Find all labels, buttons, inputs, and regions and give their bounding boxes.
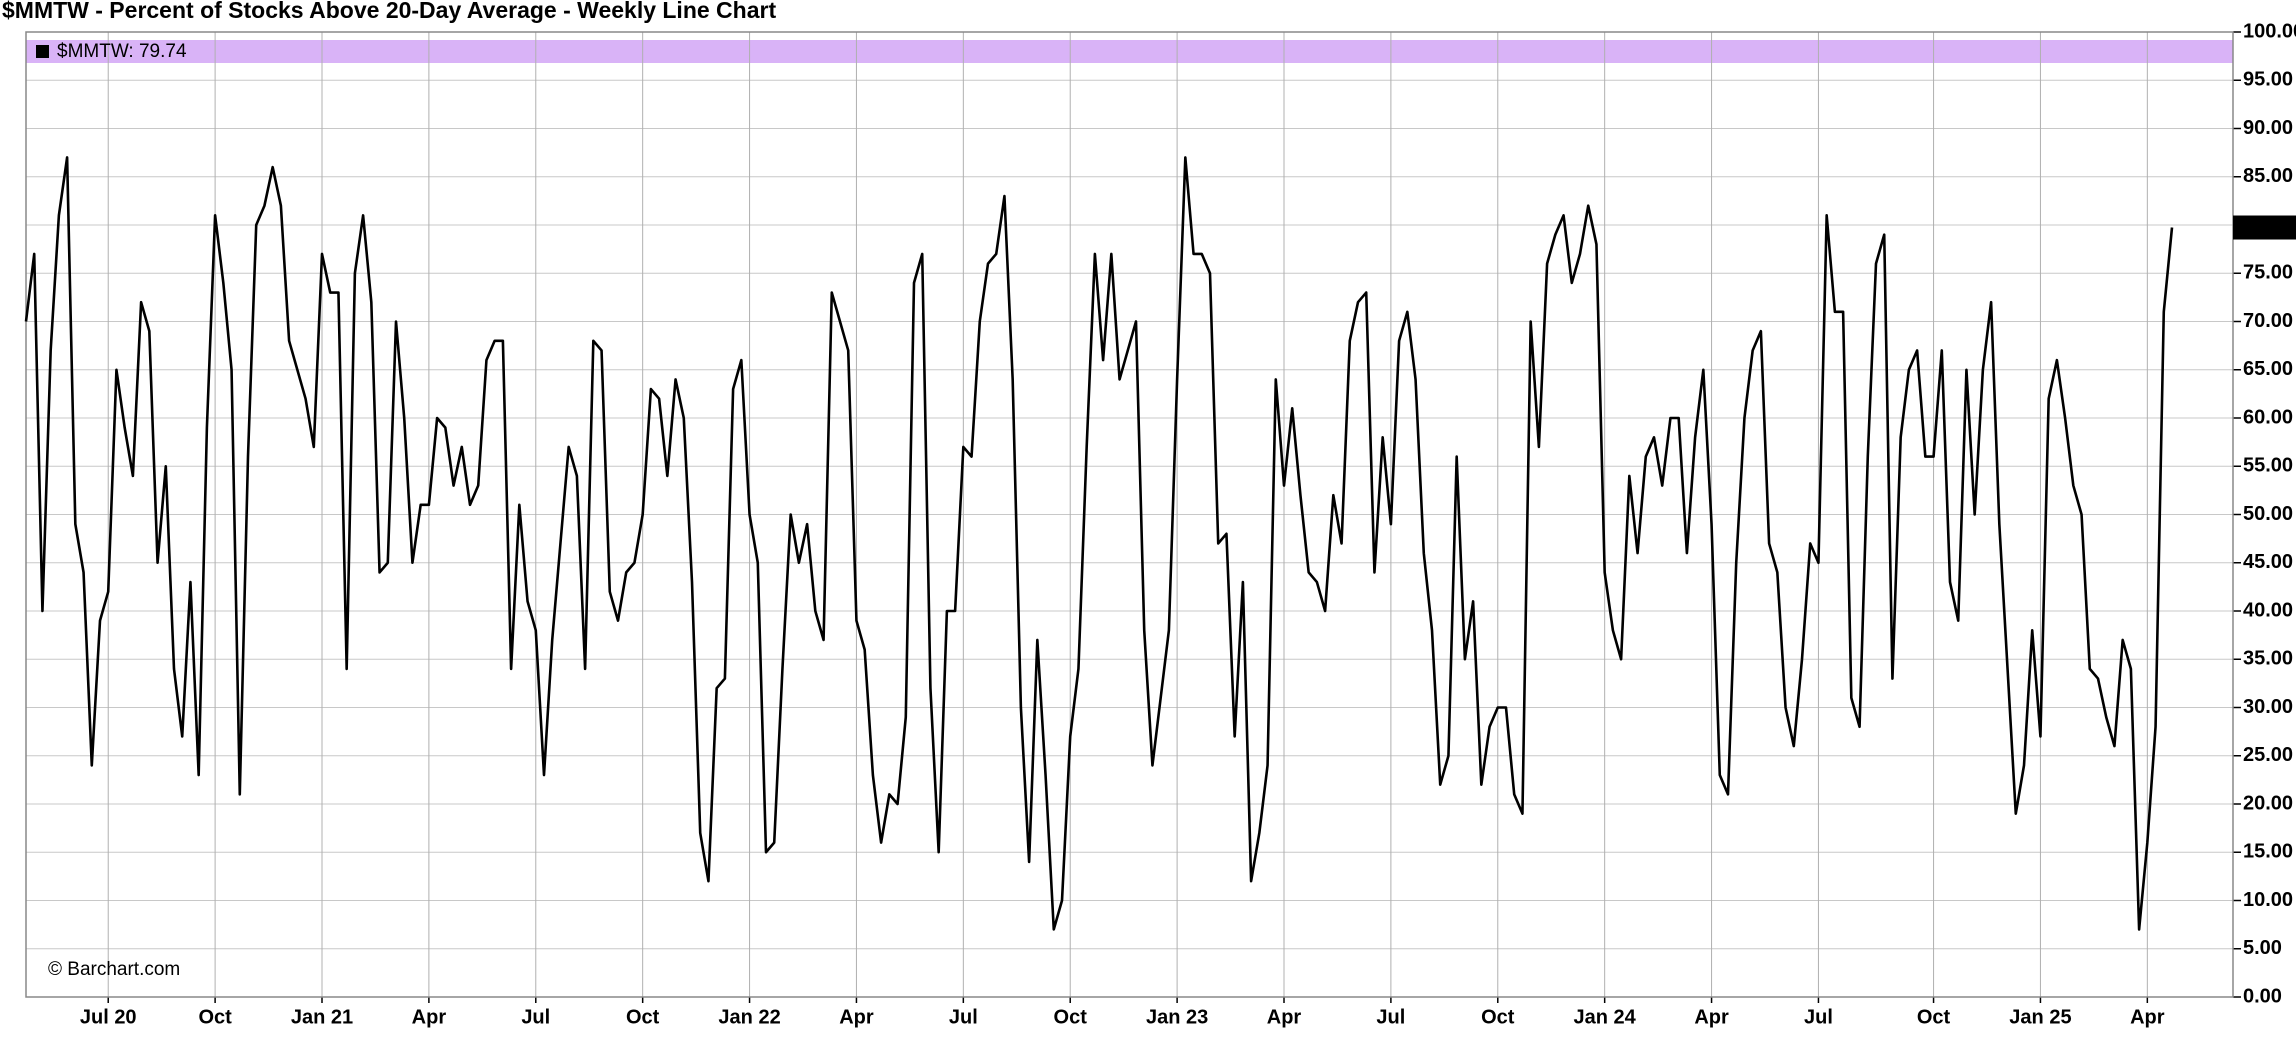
y-tick-label: 5.00 — [2243, 937, 2282, 959]
x-tick-label: Jan 21 — [291, 1006, 353, 1028]
y-tick-label: 100.00 — [2243, 20, 2296, 42]
x-tick-label: Jan 22 — [718, 1006, 780, 1028]
y-tick-label: 75.00 — [2243, 262, 2293, 284]
y-tick-label: 60.00 — [2243, 406, 2293, 428]
legend-swatch — [36, 45, 49, 58]
y-tick-label: 15.00 — [2243, 841, 2293, 863]
y-tick-label: 30.00 — [2243, 696, 2293, 718]
x-tick-label: Oct — [1054, 1006, 1088, 1028]
y-tick-label: 70.00 — [2243, 310, 2293, 332]
watermark: © Barchart.com — [48, 959, 180, 980]
x-tick-label: Jan 25 — [2009, 1006, 2071, 1028]
x-tick-label: Jul 20 — [80, 1006, 137, 1028]
last-value-label: 79.74 — [2236, 218, 2284, 239]
y-tick-label: 50.00 — [2243, 503, 2293, 525]
y-tick-label: 45.00 — [2243, 551, 2293, 573]
x-tick-label: Jul — [1804, 1006, 1833, 1028]
y-tick-label: 85.00 — [2243, 165, 2293, 187]
x-tick-label: Apr — [412, 1006, 447, 1028]
y-tick-label: 55.00 — [2243, 455, 2293, 477]
last-value-box — [2233, 215, 2296, 240]
legend-band — [26, 40, 2233, 63]
x-tick-label: Apr — [2130, 1006, 2165, 1028]
plot-frame — [25, 31, 2234, 998]
x-tick-label: Jul — [949, 1006, 978, 1028]
x-tick-label: Oct — [1481, 1006, 1515, 1028]
data-line — [24, 156, 2174, 931]
x-tick-label: Oct — [198, 1006, 232, 1028]
x-tick-label: Jul — [521, 1006, 550, 1028]
y-tick-label: 40.00 — [2243, 599, 2293, 621]
y-tick-label: 10.00 — [2243, 889, 2293, 911]
x-tick-label: Apr — [1694, 1006, 1729, 1028]
y-tick-label: 25.00 — [2243, 744, 2293, 766]
y-tick-label: 90.00 — [2243, 117, 2293, 139]
x-tick-label: Jan 24 — [1574, 1006, 1637, 1028]
y-tick-label: 65.00 — [2243, 358, 2293, 380]
chart-title: $MMTW - Percent of Stocks Above 20-Day A… — [2, 0, 776, 23]
x-tick-label: Jan 23 — [1146, 1006, 1208, 1028]
x-tick-label: Apr — [839, 1006, 874, 1028]
y-tick-label: 95.00 — [2243, 69, 2293, 91]
x-tick-label: Apr — [1267, 1006, 1302, 1028]
legend-label: $MMTW: 79.74 — [57, 41, 187, 62]
x-tick-label: Jul — [1376, 1006, 1405, 1028]
x-tick-label: Oct — [626, 1006, 660, 1028]
y-tick-label: 0.00 — [2243, 985, 2282, 1007]
y-tick-label: 35.00 — [2243, 648, 2293, 670]
x-tick-label: Oct — [1917, 1006, 1951, 1028]
y-tick-label: 20.00 — [2243, 792, 2293, 814]
